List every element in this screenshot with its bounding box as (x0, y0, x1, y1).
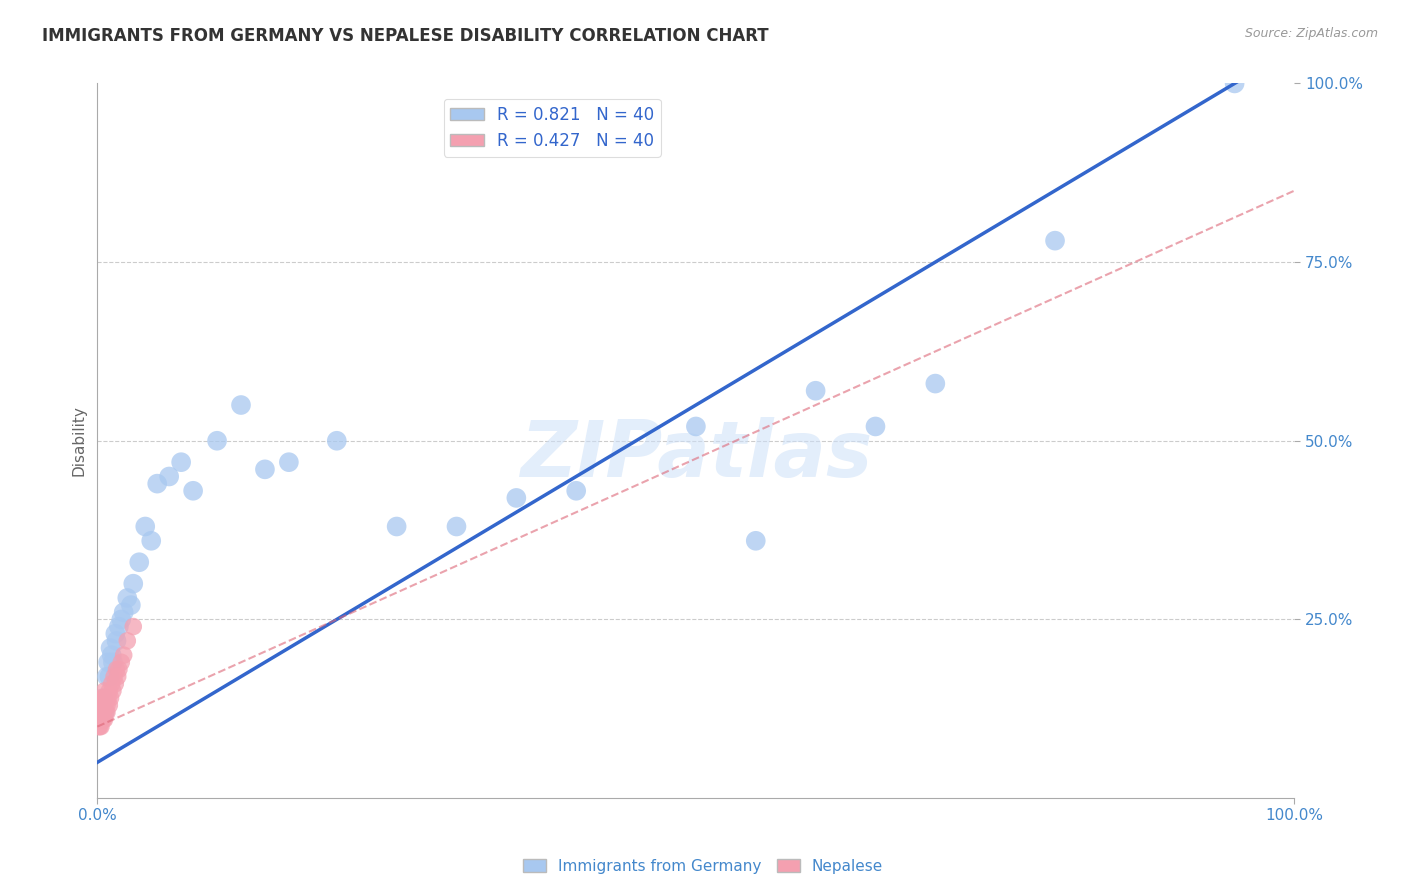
Point (87, 698, 110, 713)
Point (87, 706, 110, 720)
Point (865, 419, 887, 434)
Point (117, 591, 139, 605)
Point (108, 662, 131, 676)
Point (93, 706, 115, 720)
Point (505, 491, 527, 505)
Point (107, 669, 129, 683)
Point (253, 462, 276, 476)
Point (105, 633, 128, 648)
Point (98, 669, 121, 683)
Point (93, 713, 115, 727)
Point (89, 720, 111, 734)
Point (326, 434, 349, 448)
Legend: Immigrants from Germany, Nepalese: Immigrants from Germany, Nepalese (517, 853, 889, 880)
Point (110, 612, 132, 626)
Point (146, 476, 169, 491)
Point (1043, 234, 1066, 248)
Point (1223, 77, 1246, 91)
Point (100, 648, 122, 662)
Point (91, 713, 114, 727)
Point (91, 691, 114, 706)
Point (101, 684, 124, 698)
Point (96, 669, 118, 683)
Point (745, 533, 768, 548)
Point (128, 555, 150, 569)
Point (804, 384, 827, 398)
Point (90, 698, 112, 713)
Point (98, 684, 121, 698)
Point (112, 605, 135, 619)
Point (110, 655, 132, 669)
Point (181, 483, 204, 498)
Point (97, 655, 120, 669)
Point (170, 455, 193, 469)
Point (91, 691, 114, 706)
Point (277, 455, 299, 469)
Point (90, 713, 112, 727)
Y-axis label: Disability: Disability (72, 405, 86, 476)
Point (565, 483, 588, 498)
Point (141, 533, 163, 548)
Point (205, 434, 228, 448)
Point (101, 655, 124, 669)
Point (87, 720, 110, 734)
Point (100, 677, 122, 691)
Point (96, 698, 118, 713)
Point (446, 519, 468, 533)
Point (104, 677, 127, 691)
Point (91, 698, 114, 713)
Point (98, 698, 121, 713)
Point (112, 648, 135, 662)
Point (97, 691, 120, 706)
Point (93, 698, 115, 713)
Point (89, 698, 111, 713)
Point (91, 713, 114, 727)
Point (90, 720, 112, 734)
Point (90, 706, 112, 720)
Text: IMMIGRANTS FROM GERMANY VS NEPALESE DISABILITY CORRELATION CHART: IMMIGRANTS FROM GERMANY VS NEPALESE DISA… (42, 27, 769, 45)
Point (229, 398, 252, 412)
Point (104, 626, 127, 640)
Point (89, 706, 111, 720)
Point (117, 633, 139, 648)
Point (122, 619, 145, 633)
Point (157, 469, 180, 483)
Point (96, 706, 118, 720)
Point (91, 706, 114, 720)
Point (100, 640, 122, 655)
Point (122, 576, 145, 591)
Text: Source: ZipAtlas.com: Source: ZipAtlas.com (1244, 27, 1378, 40)
Point (134, 519, 156, 533)
Legend: R = 0.821   N = 40, R = 0.427   N = 40: R = 0.821 N = 40, R = 0.427 N = 40 (444, 99, 661, 157)
Point (87, 713, 110, 727)
Point (685, 419, 707, 434)
Point (105, 662, 128, 676)
Point (120, 598, 142, 612)
Point (90, 691, 112, 706)
Text: ZIPatlas: ZIPatlas (520, 417, 872, 493)
Point (94, 706, 117, 720)
Point (924, 376, 946, 391)
Point (89, 713, 111, 727)
Point (91, 706, 114, 720)
Point (93, 684, 115, 698)
Point (103, 669, 125, 683)
Point (94, 691, 117, 706)
Point (100, 691, 122, 706)
Point (108, 619, 131, 633)
Point (385, 519, 408, 533)
